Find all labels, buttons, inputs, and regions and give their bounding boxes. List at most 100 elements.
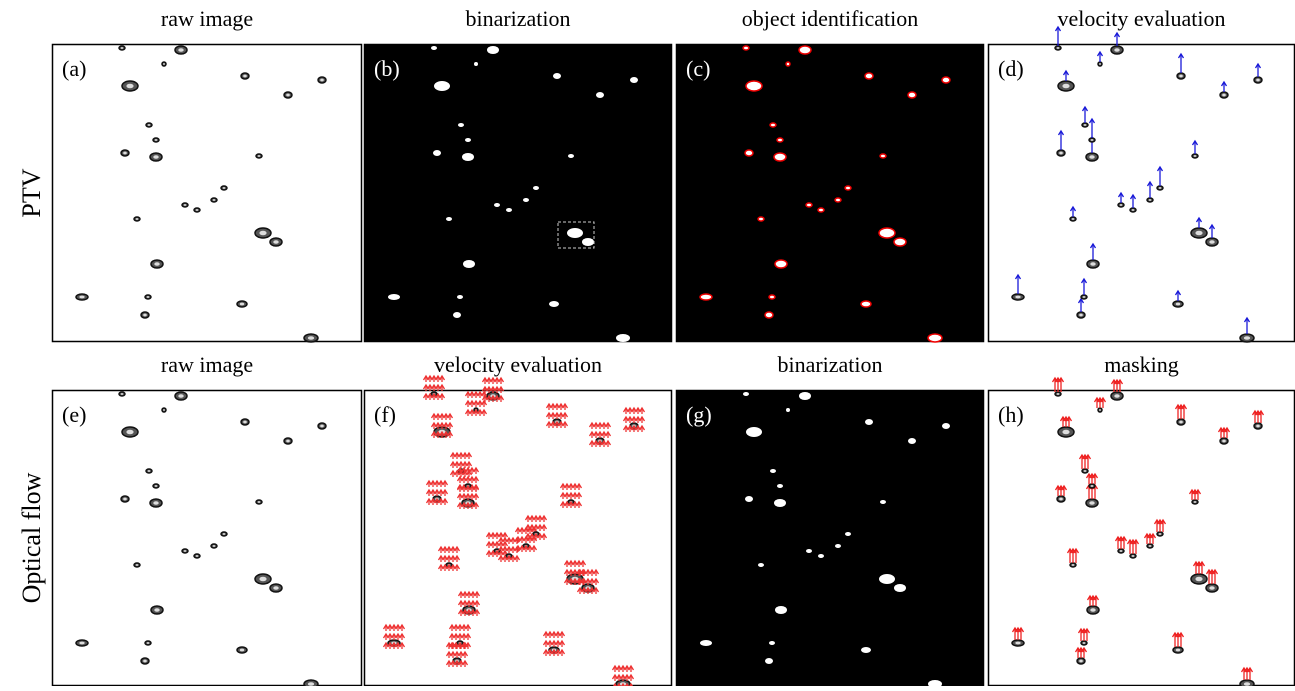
particle (523, 198, 529, 202)
velocity-arrow-head (1057, 129, 1065, 136)
particle-core (1071, 218, 1075, 220)
particle-core (147, 470, 151, 472)
particle-core (1083, 124, 1087, 126)
panel-label: (a) (62, 56, 86, 81)
particle (894, 584, 906, 592)
flow-arrow-head (627, 664, 635, 671)
particle-core (1083, 470, 1087, 472)
velocity-arrow-head (1243, 316, 1251, 323)
particle-core (212, 199, 216, 201)
particle (757, 216, 765, 222)
particle (596, 92, 604, 98)
particle-core (126, 83, 134, 89)
velocity-arrow-head (1072, 547, 1080, 554)
particle (700, 640, 712, 646)
velocity-arrow-head (1246, 666, 1254, 673)
velocity-arrow-head (1080, 277, 1088, 284)
particle (835, 544, 841, 548)
particle (487, 46, 499, 54)
flow-arrow-head (472, 501, 480, 508)
particle-core (1209, 586, 1215, 590)
particle (773, 152, 787, 162)
particle (774, 499, 786, 507)
flow-arrow-head (592, 586, 600, 593)
flow-arrow-head (472, 484, 480, 491)
flow-arrow-head (441, 497, 449, 504)
velocity-arrow-head (1223, 426, 1231, 433)
panel-frame (51, 389, 363, 687)
particle (431, 46, 437, 50)
velocity-arrow-head (1014, 273, 1022, 280)
velocity-arrow-head (1208, 223, 1216, 230)
particle (845, 532, 851, 536)
flow-arrow-head (604, 439, 612, 446)
particle (434, 81, 450, 91)
particle-core (154, 485, 158, 487)
panel-frame (987, 43, 1295, 343)
flow-arrow-head (638, 415, 646, 422)
particle-core (1090, 262, 1096, 266)
particle-core (239, 302, 245, 306)
particle-core (1148, 545, 1152, 547)
velocity-arrow-head (1149, 532, 1157, 539)
particle (463, 260, 475, 268)
particle-core (1071, 564, 1075, 566)
panel-title: raw image (161, 352, 253, 377)
velocity-arrow-head (1057, 376, 1065, 383)
particle (908, 438, 916, 444)
panel-title: masking (1104, 352, 1179, 377)
particle (568, 154, 574, 158)
particle (630, 77, 638, 83)
particle-core (146, 296, 150, 298)
particle-core (126, 429, 134, 435)
velocity-arrow-head (1081, 105, 1089, 112)
particle-core (1131, 209, 1135, 211)
panel: (g) (675, 389, 985, 688)
flow-arrow-head (453, 545, 461, 552)
particle-core (79, 295, 85, 299)
panel-frame (987, 389, 1295, 687)
particle (864, 72, 874, 80)
particle-core (178, 394, 184, 398)
flow-arrow-head (465, 460, 473, 467)
particle-core (273, 586, 279, 590)
flow-arrow-head (465, 451, 473, 458)
particle-core (1090, 485, 1094, 487)
velocity-arrow-head (1017, 626, 1025, 633)
particle (893, 237, 907, 247)
particle-core (320, 424, 324, 428)
panel: (h) (987, 376, 1295, 689)
particle (553, 73, 561, 79)
panel-label: (g) (686, 402, 712, 427)
velocity-arrow-head (1077, 297, 1085, 304)
particle-core (183, 550, 187, 552)
flow-arrow-head (592, 568, 600, 575)
particle-core (1131, 555, 1135, 557)
particle (743, 392, 749, 396)
flow-arrow-head (438, 383, 446, 390)
panel: (d) (987, 25, 1295, 343)
flow-arrow-head (464, 623, 472, 630)
flow-arrow-head (472, 492, 480, 499)
velocity-arrow-head (1083, 627, 1091, 634)
particle-core (1114, 394, 1120, 398)
velocity-arrow-head (1099, 396, 1107, 403)
flow-arrow-head (438, 392, 446, 399)
velocity-arrow-head (1062, 69, 1070, 76)
velocity-arrow-head (1177, 52, 1185, 59)
velocity-arrow-head (1195, 216, 1203, 223)
flow-arrow-head (561, 420, 569, 427)
particle (927, 333, 943, 343)
particle-core (1243, 336, 1251, 340)
velocity-arrow-head (1065, 415, 1073, 422)
particle (817, 207, 825, 213)
particle (770, 469, 776, 473)
particle-core (1119, 204, 1123, 206)
velocity-arrow-head (1120, 535, 1128, 542)
flow-arrow-head (472, 475, 480, 482)
panel-title: velocity evaluation (1058, 6, 1226, 31)
panel-title: binarization (465, 6, 570, 31)
velocity-arrow-head (1069, 205, 1077, 212)
velocity-arrow-head (1060, 484, 1068, 491)
particle-core (1015, 641, 1021, 645)
